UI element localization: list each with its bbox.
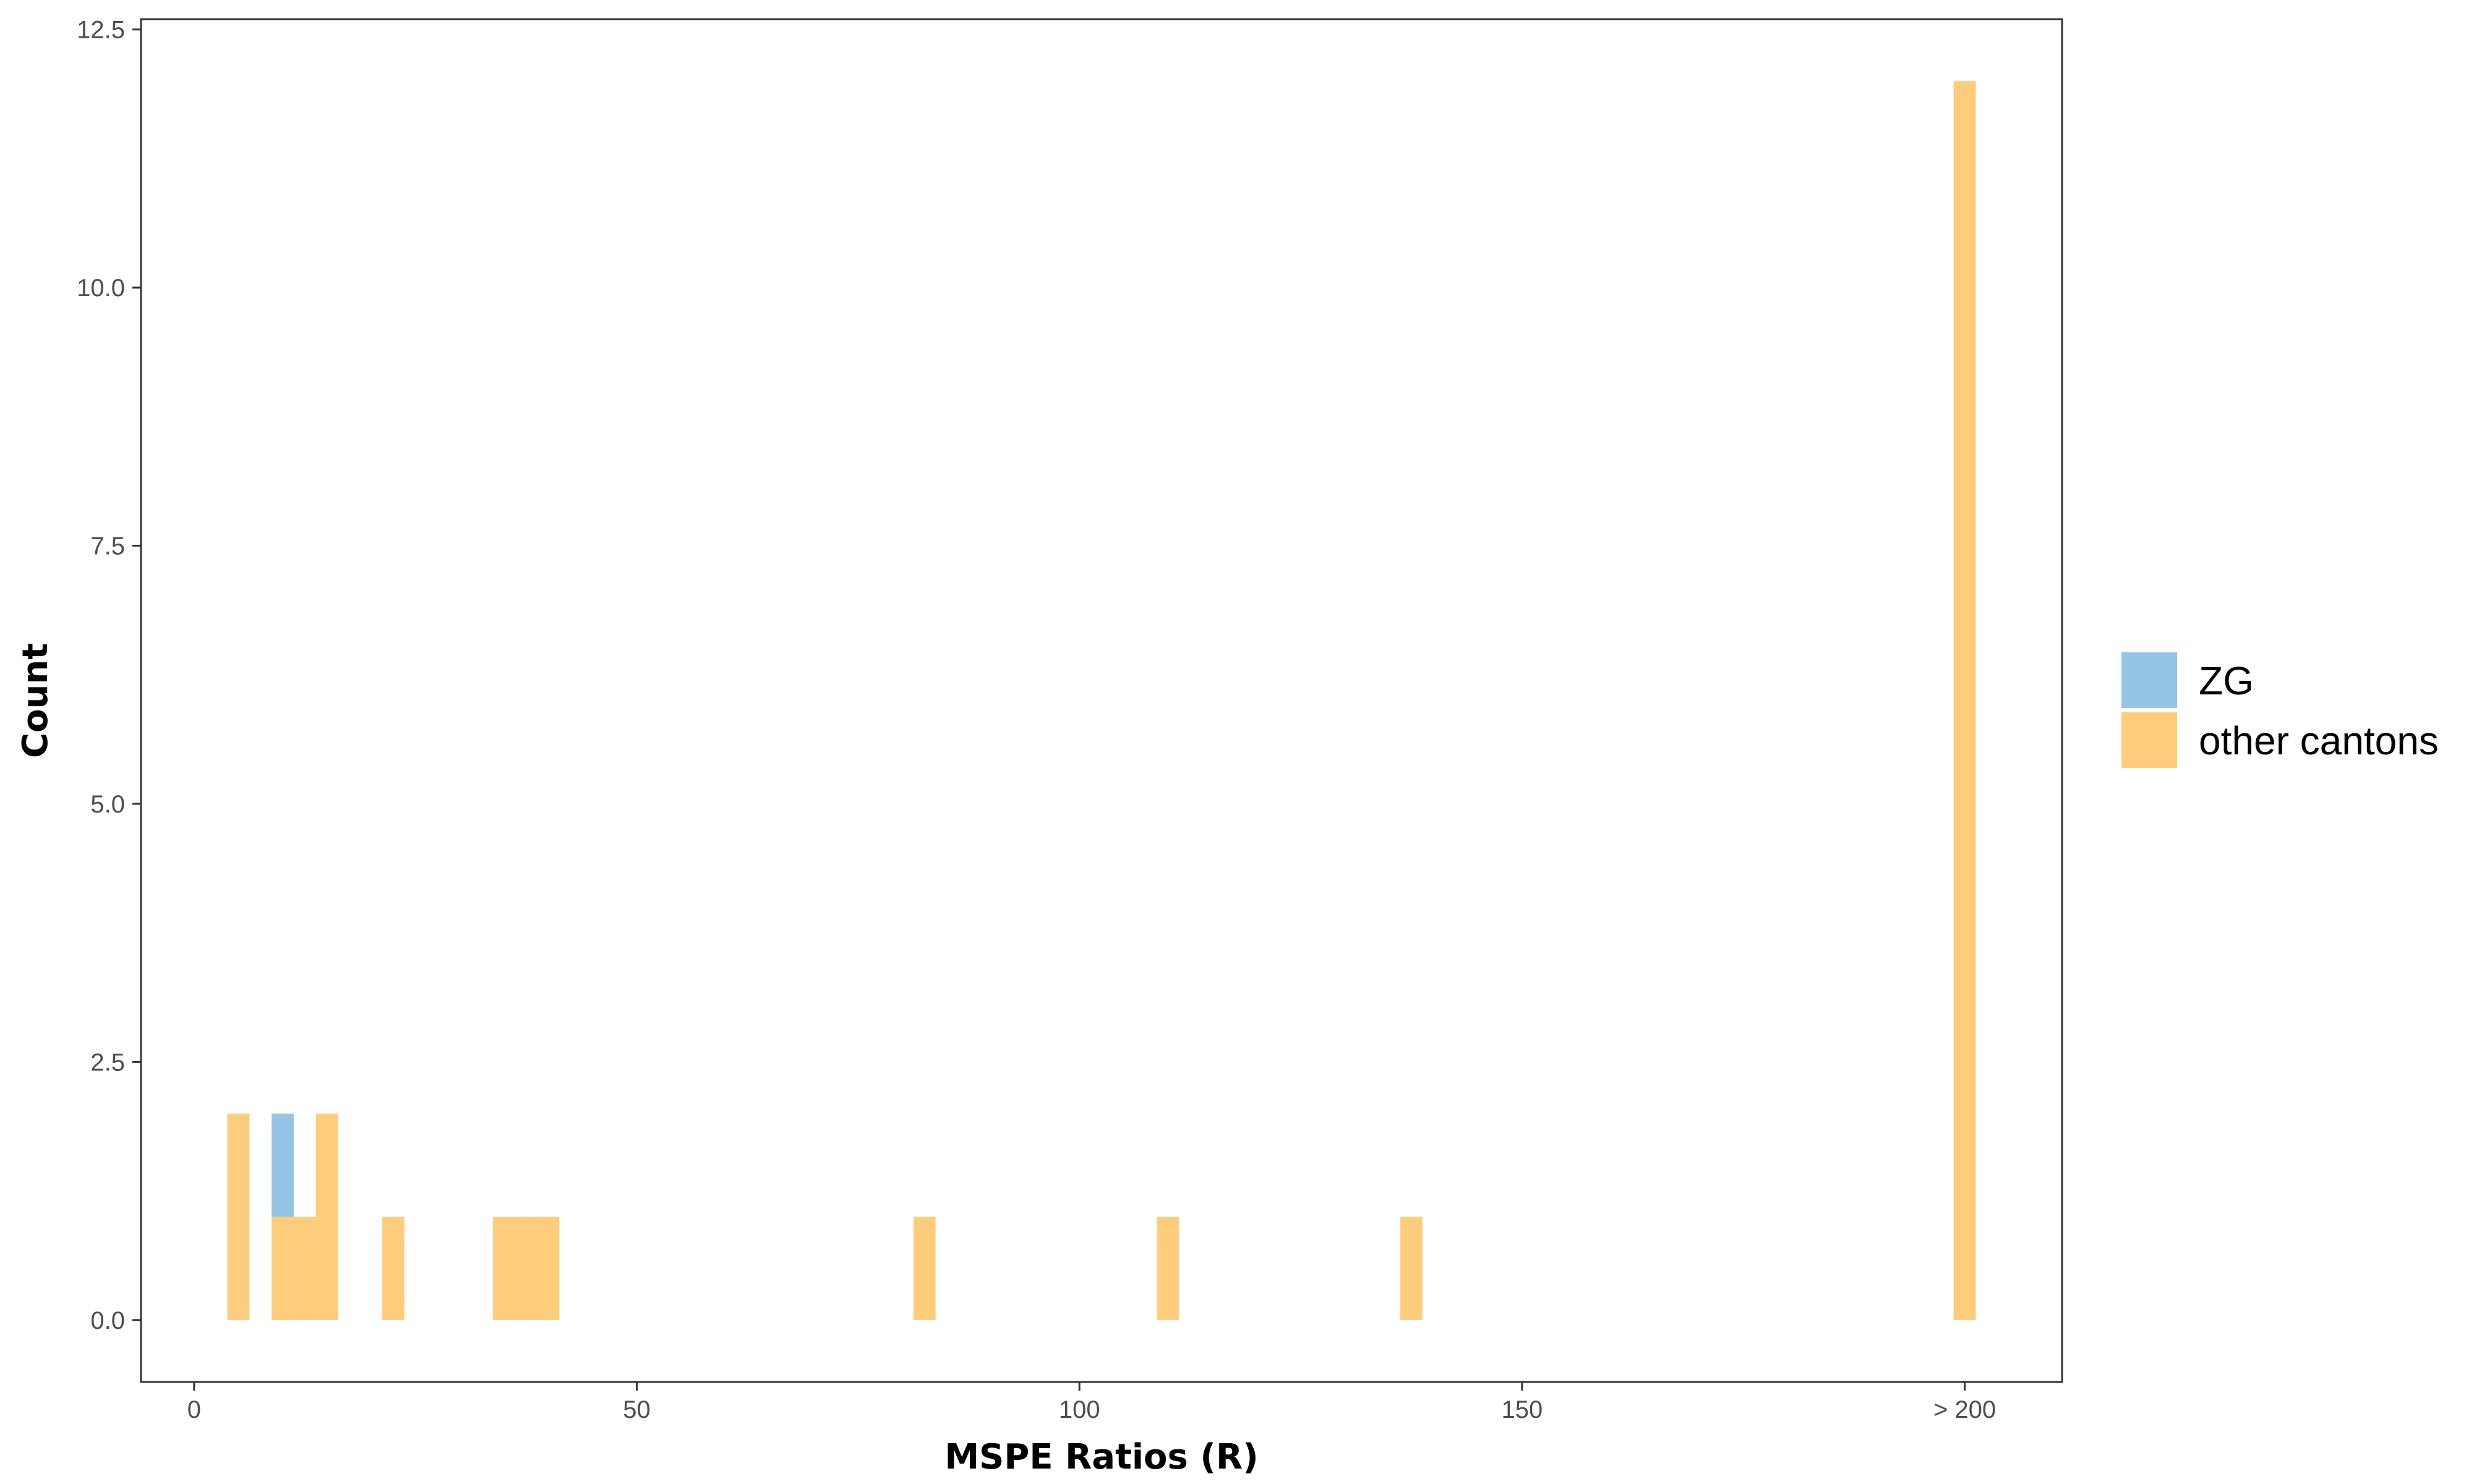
y-tick-label: 7.5 xyxy=(90,533,125,560)
plot-panel-border xyxy=(140,18,2063,1383)
legend-label: ZG xyxy=(2199,659,2254,703)
bars-layer xyxy=(227,81,1976,1320)
bar-zg-0 xyxy=(272,1113,294,1217)
x-tick-label: > 200 xyxy=(1933,1396,1996,1423)
bar-other-cantons-4 xyxy=(382,1216,404,1320)
bar-other-cantons-5 xyxy=(492,1216,515,1320)
x-axis-title: MSPE Ratios (R) xyxy=(944,1437,1258,1477)
x-tick-label: 0 xyxy=(187,1396,201,1423)
bar-other-cantons-1 xyxy=(272,1216,294,1320)
legend-label: other cantons xyxy=(2199,719,2439,763)
bar-other-cantons-9 xyxy=(1157,1216,1179,1320)
x-tick-label: 50 xyxy=(623,1396,651,1423)
legend: ZG other cantons xyxy=(2121,652,2439,768)
bar-other-cantons-0 xyxy=(227,1113,250,1320)
x-axis: 0 50 100 150 > 200 xyxy=(187,1382,1996,1423)
legend-key-zg xyxy=(2121,652,2177,708)
bar-other-cantons-7 xyxy=(537,1216,560,1320)
x-tick-label: 150 xyxy=(1502,1396,1543,1423)
y-axis-title: Count xyxy=(15,643,56,758)
y-tick-label: 2.5 xyxy=(90,1049,125,1076)
y-tick-label: 5.0 xyxy=(90,791,125,818)
legend-key-other-cantons xyxy=(2121,712,2177,768)
y-axis: 0.0 2.5 5.0 7.5 10.0 12.5 xyxy=(77,17,141,1334)
y-tick-label: 0.0 xyxy=(90,1307,125,1334)
y-tick-label: 10.0 xyxy=(77,275,125,302)
bar-other-cantons-8 xyxy=(913,1216,936,1320)
bar-other-cantons-10 xyxy=(1400,1216,1423,1320)
bar-other-cantons-11 xyxy=(1953,81,1976,1320)
bar-other-cantons-2 xyxy=(293,1216,316,1320)
y-tick-label: 12.5 xyxy=(77,17,125,44)
x-tick-label: 100 xyxy=(1059,1396,1100,1423)
bar-other-cantons-3 xyxy=(315,1113,338,1320)
bar-other-cantons-6 xyxy=(515,1216,537,1320)
